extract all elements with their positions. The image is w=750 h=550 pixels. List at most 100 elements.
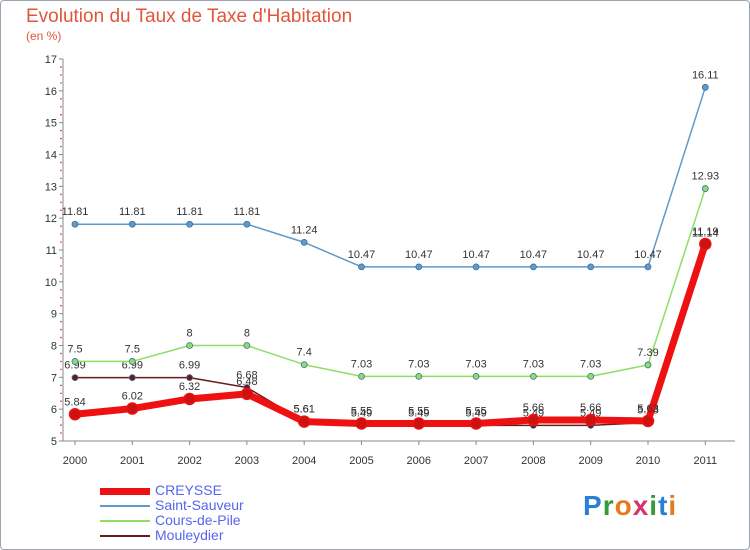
y-tick-label: 8 [51,341,57,353]
data-point-cours-de-pile [300,361,308,369]
data-label-creysse: 5.66 [523,402,544,414]
data-label-saint-sauveur: 10.47 [634,249,662,261]
chart-title: Evolution du Taux de Taxe d'Habitation [26,6,353,27]
data-point-saint-sauveur [472,263,480,271]
y-minor-dot [60,320,62,323]
data-label-creysse: 5.55 [351,405,372,417]
data-label-creysse: 6.32 [179,381,200,393]
x-tick-label: 2006 [407,455,431,467]
data-label-mouleydier: 11.14 [692,228,719,240]
y-minor-dot [60,113,62,116]
data-label-creysse: 5.66 [580,402,601,414]
y-tick-label: 9 [51,309,57,321]
data-label-saint-sauveur: 11.81 [119,206,146,218]
data-label-saint-sauveur: 10.47 [520,249,548,261]
line-chart: 5 6 7 8 9 10 11 12 13 14 15 16 17 2000 2001 2002 2003 200… [45,54,735,467]
proxiti-logo: Proxiti [583,490,677,522]
data-point-saint-sauveur [644,263,652,271]
data-point-saint-sauveur [300,238,308,246]
data-label-mouleydier: 5.49 [580,407,601,419]
data-point-mouleydier [128,374,136,382]
data-label-mouleydier: 5.49 [523,407,544,419]
data-point-creysse [297,415,311,428]
data-label-saint-sauveur: 10.47 [348,249,376,261]
data-label-cours-de-pile: 8 [187,328,193,340]
legend-swatch-cours-de-pile [100,520,150,522]
y-minor-dot [60,352,62,355]
data-label-creysse: 6.02 [122,391,143,403]
data-label-cours-de-pile: 7.5 [67,343,82,355]
x-tick-label: 2000 [63,455,87,467]
logo-letter: P [583,490,603,521]
data-point-cours-de-pile [186,342,194,349]
x-tick-label: 2004 [292,455,316,467]
data-label-creysse: 5.63 [637,403,658,415]
data-label-cours-de-pile: 7.03 [465,358,486,370]
x-tick-label: 2007 [464,455,488,467]
y-minor-dot [60,169,62,172]
x-tick-label: 2005 [349,455,373,467]
y-tick-label: 17 [45,54,57,66]
data-point-cours-de-pile [472,372,480,380]
y-minor-dot [60,97,62,100]
y-minor-dot [60,400,62,403]
data-label-saint-sauveur: 10.47 [405,249,433,261]
y-minor-dot [60,432,62,434]
data-point-creysse [584,413,597,427]
data-label-saint-sauveur: 16.11 [692,69,719,81]
logo-letter: t [658,490,669,521]
y-tick-label: 5 [51,436,57,448]
data-label-creysse: 5.55 [408,405,429,417]
data-label-mouleydier: 5.49 [408,407,429,419]
y-minor-dot [60,233,62,235]
data-label-mouleydier: 5.49 [465,407,486,419]
y-minor-dot [60,273,62,275]
data-label-saint-sauveur: 11.81 [62,206,89,218]
data-point-cours-de-pile [358,372,365,380]
data-point-mouleydier [71,374,79,382]
data-label-saint-sauveur: 11.24 [291,224,318,236]
data-point-creysse [126,402,139,415]
data-label-cours-de-pile: 7.39 [637,347,658,359]
data-point-saint-sauveur [186,220,194,228]
y-tick-label: 15 [45,118,57,130]
x-tick-label: 2003 [235,455,259,467]
x-tick-label: 2002 [177,455,201,467]
legend-label-creysse: CREYSSE [155,482,222,498]
data-label-creysse: 5.84 [64,396,85,408]
data-point-saint-sauveur [128,220,136,228]
legend-item-mouleydier: Mouleydier [100,527,320,543]
x-tick-label: 2011 [693,455,717,467]
data-point-creysse [412,417,426,430]
y-tick-label: 16 [45,86,57,98]
legend-swatch-mouleydier [100,535,150,537]
y-minor-dot [60,241,62,243]
data-point-saint-sauveur [701,83,709,91]
logo-letter: r [602,490,615,521]
data-label-mouleydier: 5.61 [293,404,314,416]
y-minor-dot [60,384,62,387]
legend-item-creysse: CREYSSE [100,482,320,498]
y-minor-dot [60,296,62,299]
data-point-creysse [355,417,368,430]
y-minor-dot [60,177,62,180]
logo-letter: o [614,490,633,521]
y-minor-dot [60,392,62,395]
y-minor-dot [60,66,62,68]
y-minor-dot [60,209,62,212]
data-label-cours-de-pile: 7.03 [580,358,601,370]
data-point-cours-de-pile [701,185,709,192]
data-point-creysse [240,387,254,401]
data-point-saint-sauveur [587,263,595,271]
y-minor-dot [60,105,62,108]
data-label-creysse: 5.55 [465,405,486,417]
x-tick-label: 2010 [636,455,660,467]
data-label-creysse: 11.19 [692,226,719,238]
legend-item-cours-de-pile: Cours-de-Pile [100,512,320,528]
y-minor-dot [60,74,62,76]
data-point-creysse [469,417,483,430]
data-point-saint-sauveur [415,263,423,271]
y-tick-label: 7 [51,372,57,384]
y-minor-dot [60,145,62,148]
logo-letter: x [632,490,650,521]
